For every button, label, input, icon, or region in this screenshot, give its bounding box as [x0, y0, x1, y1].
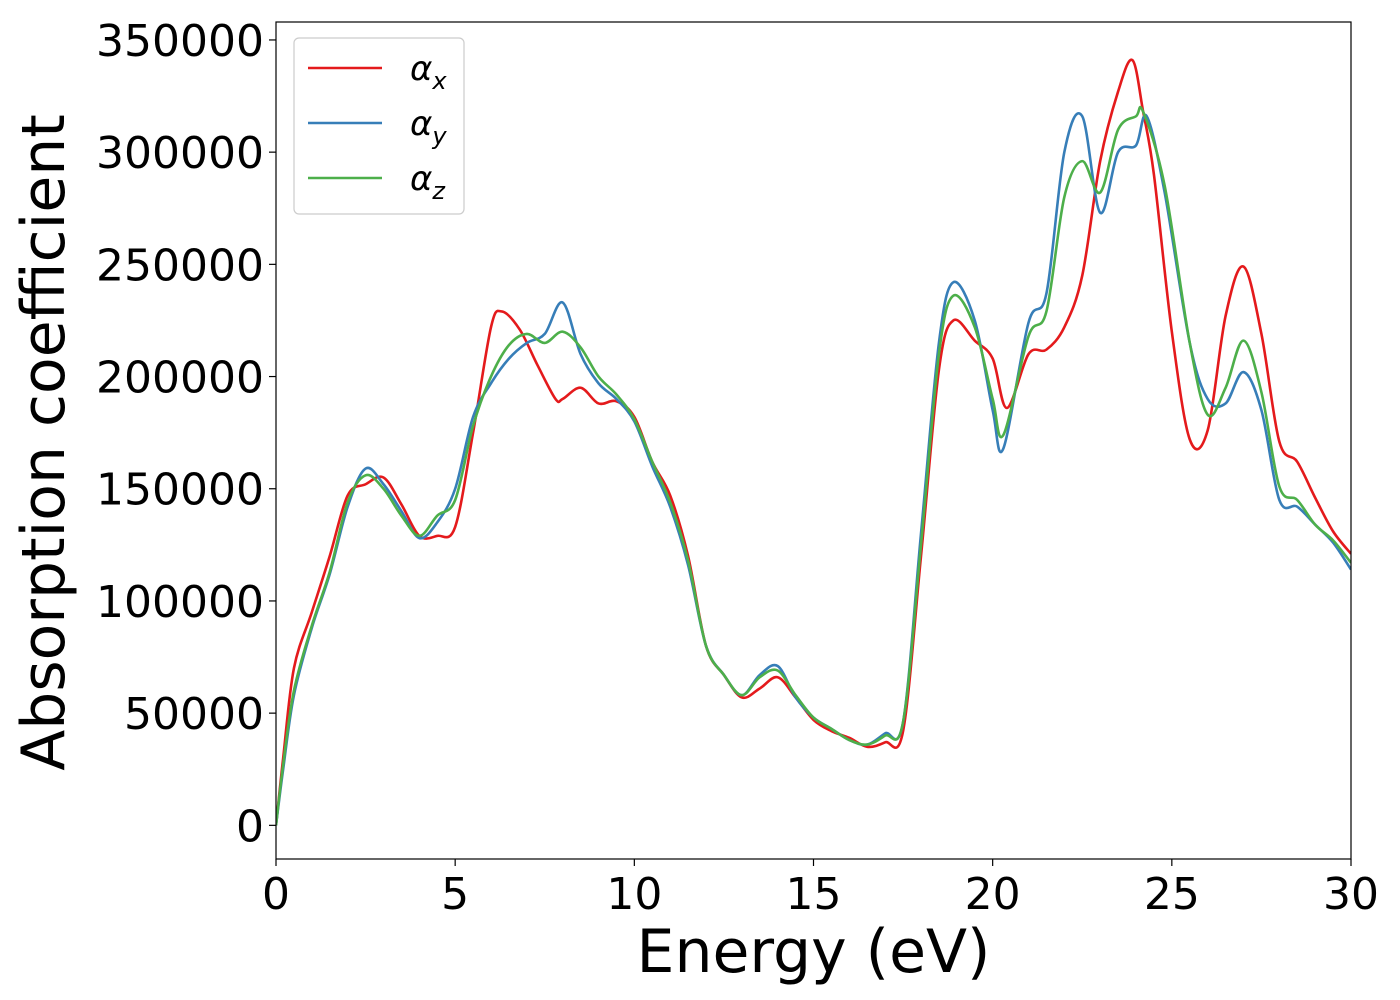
axes: 0 5 10 15 20 25 30 0 50000 100000 150000 200000 2500…	[96, 16, 1379, 920]
series-line-z	[276, 105, 1351, 826]
x-tick-label: 5	[441, 869, 469, 920]
x-tick-label: 0	[262, 869, 290, 920]
legend-item-y: αy	[308, 104, 447, 150]
y-tick-label: 300000	[96, 128, 264, 179]
y-tick-label: 50000	[124, 689, 264, 740]
y-tick-label: 200000	[96, 353, 264, 404]
x-tick-label: 30	[1323, 869, 1379, 920]
legend-item-z: αz	[308, 159, 446, 205]
legend: αx αy αz	[293, 37, 465, 215]
series-line-x	[276, 58, 1351, 826]
x-tick-label: 25	[1144, 869, 1200, 920]
y-tick-label: 150000	[96, 465, 264, 516]
y-tick-label: 350000	[96, 16, 264, 67]
legend-box	[293, 37, 465, 215]
y-tick-label: 250000	[96, 240, 264, 291]
x-tick-label: 20	[965, 869, 1021, 920]
legend-label: αx	[410, 49, 447, 95]
x-axis-title: Energy (eV)	[637, 917, 991, 987]
y-axis-title: Absorption coefficient	[9, 114, 79, 771]
x-tick-label: 15	[786, 869, 842, 920]
legend-label: αy	[410, 104, 447, 150]
legend-item-x: αx	[308, 49, 447, 95]
legend-label: αz	[410, 159, 446, 205]
y-tick-label: 100000	[96, 577, 264, 628]
y-tick-label: 0	[236, 801, 264, 852]
series-lines	[276, 58, 1351, 826]
x-tick-label: 10	[606, 869, 662, 920]
plot-area	[276, 58, 1351, 826]
